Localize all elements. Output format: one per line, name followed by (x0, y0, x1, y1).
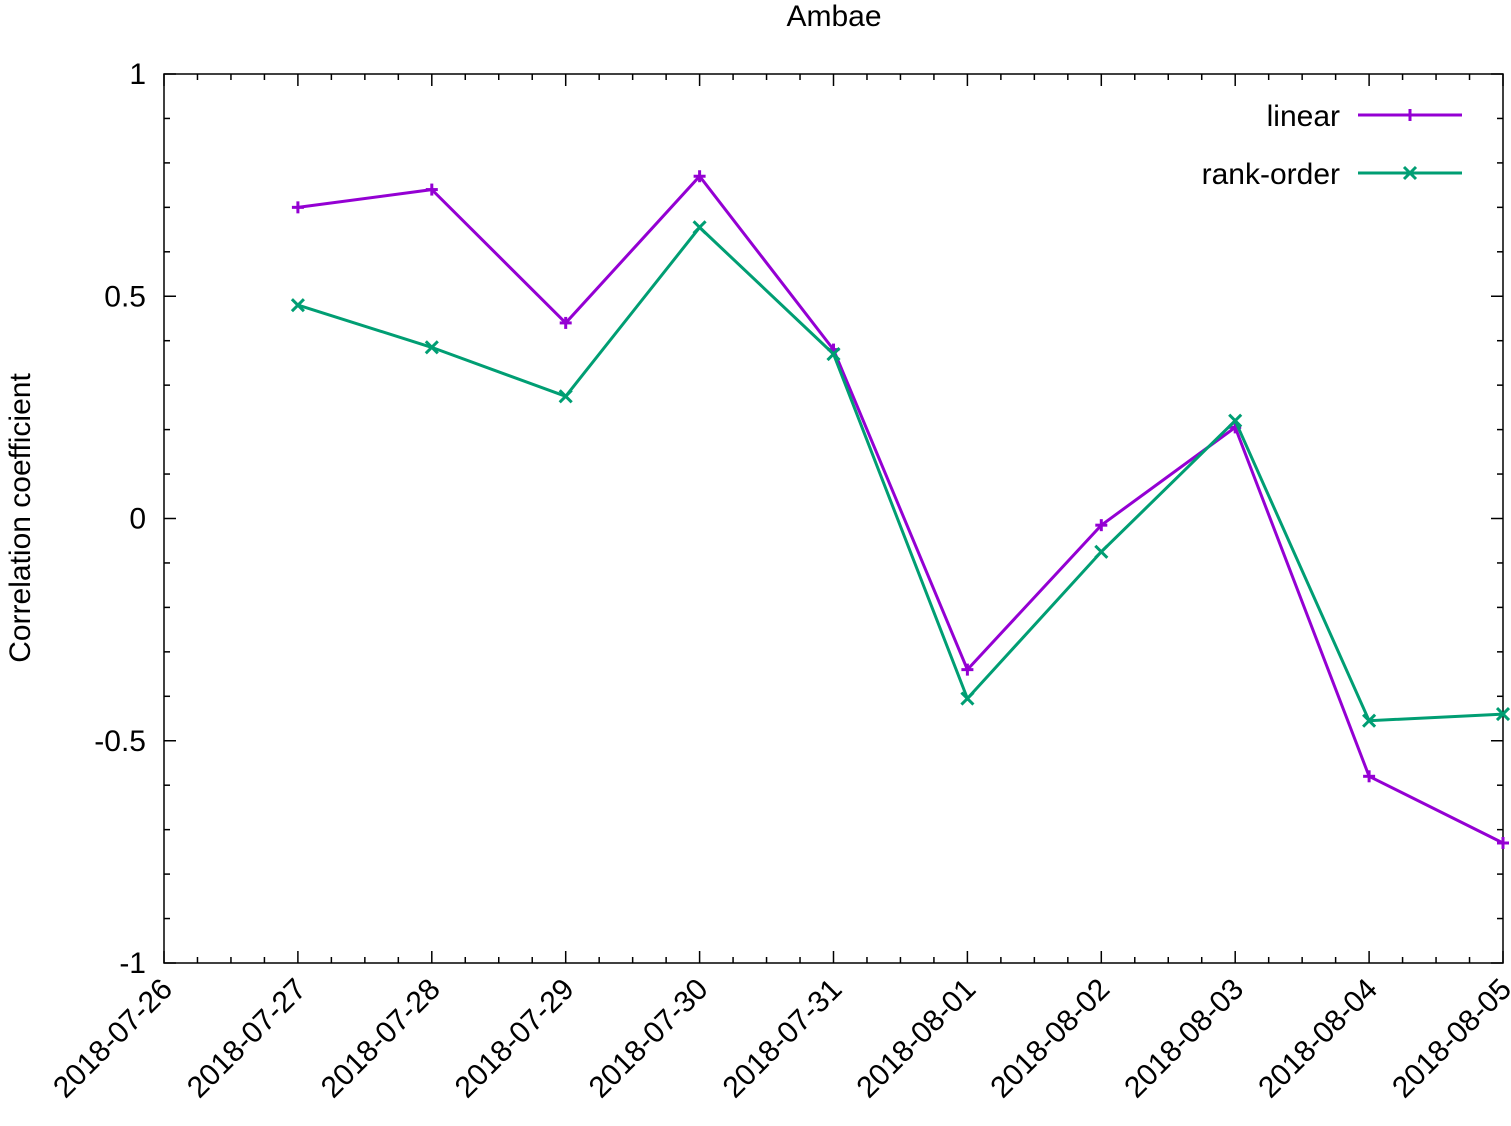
x-tick-label: 2018-07-26 (47, 973, 179, 1105)
data-point-rank-order (1362, 713, 1377, 728)
data-point-linear (425, 183, 438, 196)
data-point-rank-order (1228, 413, 1243, 428)
data-point-linear (1497, 836, 1509, 849)
x-tick-label: 2018-08-04 (1252, 973, 1384, 1105)
x-tick-label: 2018-07-30 (583, 973, 715, 1105)
y-tick-label: 0.5 (104, 280, 146, 313)
legend: linear rank-order (1202, 100, 1462, 191)
data-point-linear (1363, 770, 1376, 783)
data-point-rank-order (290, 298, 305, 313)
data-point-linear (291, 201, 304, 214)
plot-frame (163, 73, 1504, 964)
legend-marker-linear (1404, 109, 1416, 121)
data-point-linear (693, 170, 706, 183)
x-tick-label: 2018-08-02 (984, 973, 1116, 1105)
data-point-linear (559, 316, 572, 329)
series-layer (290, 170, 1511, 849)
y-axis-label: Correlation coefficient (4, 373, 37, 663)
y-tick-label: 1 (129, 58, 146, 91)
data-point-linear (1095, 519, 1108, 532)
x-tick-label: 2018-07-28 (315, 973, 447, 1105)
data-point-linear (961, 663, 974, 676)
legend-marker-rank-order (1402, 165, 1418, 181)
x-tick-label: 2018-08-03 (1118, 973, 1250, 1105)
x-tick-label: 2018-07-31 (717, 973, 849, 1105)
data-point-rank-order (692, 220, 707, 235)
data-point-rank-order (960, 691, 975, 706)
data-point-rank-order (1094, 544, 1109, 559)
y-tick-label: -0.5 (94, 725, 146, 758)
x-tick-label: 2018-07-27 (181, 973, 313, 1105)
x-tick-label: 2018-08-05 (1386, 973, 1511, 1105)
x-tick-label: 2018-08-01 (850, 973, 982, 1105)
legend-label-rank-order: rank-order (1202, 158, 1340, 191)
chart-title: Ambae (786, 0, 881, 33)
data-point-rank-order (1495, 707, 1511, 722)
data-point-rank-order (826, 346, 841, 362)
x-tick-label: 2018-07-29 (449, 973, 581, 1105)
series-line-linear (297, 173, 1504, 845)
y-tick-label: 0 (129, 503, 146, 536)
data-point-rank-order (424, 340, 439, 355)
series-line-rank-order (297, 225, 1504, 723)
legend-label-linear: linear (1267, 100, 1340, 133)
data-point-rank-order (558, 389, 573, 404)
y-tick-label: -1 (119, 947, 146, 980)
